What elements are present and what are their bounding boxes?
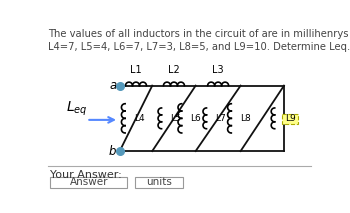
Text: Answer: Answer	[69, 177, 108, 187]
Bar	[50, 177, 127, 188]
Text: L7: L7	[215, 114, 226, 123]
Text: L9: L9	[285, 114, 296, 123]
Text: The values of all inductors in the circuit of are in millihenrys where L1=4, L2=: The values of all inductors in the circu…	[48, 29, 350, 52]
Text: L6: L6	[190, 114, 201, 123]
Text: Your Answer:: Your Answer:	[50, 170, 122, 180]
Text: L4: L4	[134, 114, 144, 123]
Bar	[282, 114, 298, 124]
Text: L8: L8	[240, 114, 251, 123]
Text: b: b	[109, 145, 117, 158]
Bar	[135, 177, 183, 188]
Text: L3: L3	[212, 65, 224, 75]
Text: units: units	[146, 177, 172, 187]
Text: $L_{eq}$: $L_{eq}$	[65, 100, 87, 118]
Text: a: a	[109, 79, 116, 92]
Text: L1: L1	[130, 65, 142, 75]
Text: L2: L2	[168, 65, 180, 75]
Text: L5: L5	[170, 114, 181, 123]
